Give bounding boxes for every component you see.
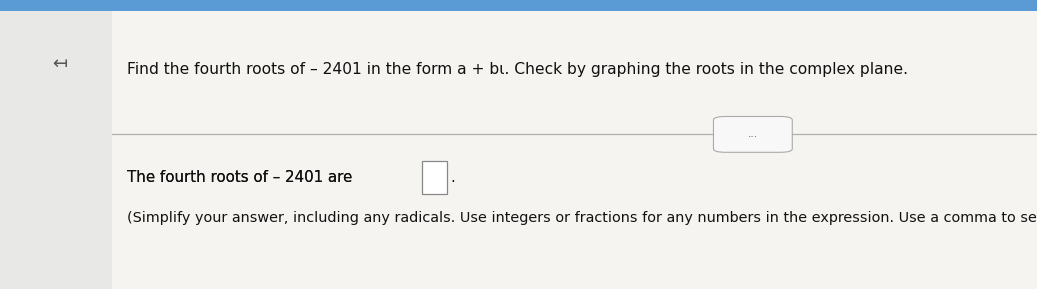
Text: The fourth roots of – 2401 are: The fourth roots of – 2401 are (127, 170, 352, 185)
Text: .: . (450, 170, 455, 185)
Text: The fourth roots of – 2401 are: The fourth roots of – 2401 are (127, 170, 352, 185)
FancyBboxPatch shape (0, 11, 112, 289)
Text: (Simplify your answer, including any radicals. Use integers or fractions for any: (Simplify your answer, including any rad… (127, 211, 1037, 225)
FancyBboxPatch shape (422, 161, 447, 194)
FancyBboxPatch shape (713, 116, 792, 152)
FancyBboxPatch shape (112, 11, 1037, 289)
Text: ...: ... (748, 129, 758, 139)
FancyBboxPatch shape (0, 0, 1037, 11)
Text: ↤: ↤ (53, 55, 67, 73)
Text: Find the fourth roots of – 2401 in the form a + bι. Check by graphing the roots : Find the fourth roots of – 2401 in the f… (127, 62, 907, 77)
